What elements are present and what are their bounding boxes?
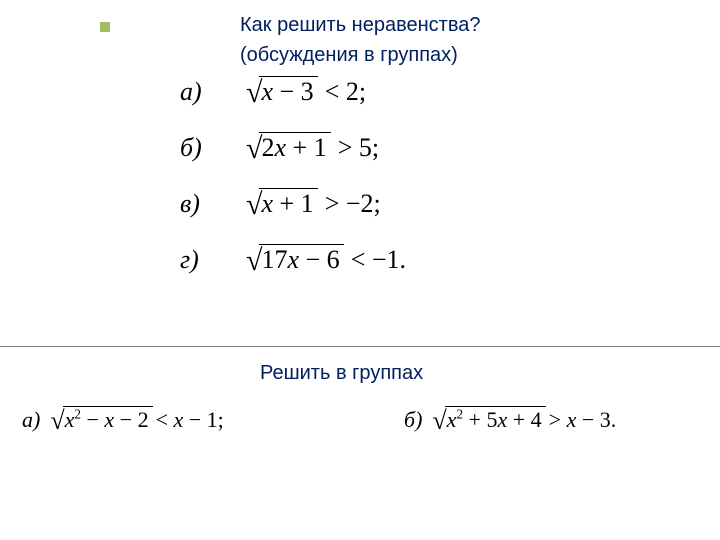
rhs-v: −2;	[346, 189, 381, 218]
la-op: <	[156, 407, 174, 432]
radical-a: √ x − 3	[246, 76, 318, 106]
rad-suffix-g: − 6	[299, 245, 340, 274]
rad-var-a: x	[261, 77, 273, 106]
eq-label-b: б)	[180, 133, 240, 163]
rad-var-b: x	[274, 133, 286, 162]
rad-suffix-v: + 1	[273, 189, 314, 218]
rhs-b: 5;	[359, 133, 379, 162]
title-line-2: (обсуждения в группах)	[240, 44, 458, 67]
lb-tail: + 4	[507, 407, 541, 432]
lower-radical-a: √ x2 − x − 2	[50, 406, 152, 432]
la-sup: 2	[74, 407, 81, 422]
lower-radical-b: √ x2 + 5x + 4	[432, 406, 545, 432]
rhs-a: 2;	[346, 77, 366, 106]
lower-equation-b: б) √ x2 + 5x + 4 > x − 3.	[404, 406, 616, 433]
bullet-square	[100, 22, 110, 32]
lb-plus: + 5	[463, 407, 497, 432]
equation-row-b: б) √ 2x + 1 > 5;	[180, 132, 560, 188]
equation-row-g: г) √ 17x − 6 < −1.	[180, 244, 560, 300]
la-tail: − 2	[114, 407, 148, 432]
op-v: >	[325, 189, 340, 218]
lb-x1: x	[447, 407, 457, 432]
eq-label-a: а)	[180, 77, 240, 107]
subtitle: Решить в группах	[260, 362, 423, 385]
lb-x2: x	[497, 407, 507, 432]
equation-row-a: а) √ x − 3 < 2;	[180, 76, 560, 132]
la-x1: x	[65, 407, 75, 432]
radical-v: √ x + 1	[246, 188, 318, 218]
eq-label-v: в)	[180, 189, 240, 219]
eq-label-g: г)	[180, 245, 240, 275]
lb-rhs-x: x	[567, 407, 577, 432]
title-line-1: Как решить неравенства?	[240, 14, 480, 37]
rad-var-v: x	[261, 189, 273, 218]
rad-prefix-b: 2	[261, 133, 274, 162]
op-g: <	[351, 245, 366, 274]
op-a: <	[325, 77, 340, 106]
rad-suffix-a: − 3	[273, 77, 314, 106]
radical-b: √ 2x + 1	[246, 132, 331, 162]
radical-g: √ 17x − 6	[246, 244, 344, 274]
rad-suffix-b: + 1	[286, 133, 327, 162]
rad-var-g: x	[287, 245, 299, 274]
lower-label-a: а)	[22, 407, 40, 433]
rhs-g: −1.	[372, 245, 406, 274]
rad-prefix-g: 17	[261, 245, 287, 274]
lower-label-b: б)	[404, 407, 422, 433]
lb-op: >	[549, 407, 567, 432]
equation-block: а) √ x − 3 < 2; б) √ 2x + 1 > 5; в)	[180, 76, 560, 300]
la-rhs-tail: − 1;	[183, 407, 224, 432]
la-x2: x	[104, 407, 114, 432]
lower-equation-a: а) √ x2 − x − 2 < x − 1;	[22, 406, 224, 433]
op-b: >	[338, 133, 353, 162]
lb-rhs-tail: − 3.	[576, 407, 616, 432]
la-rhs-x: x	[174, 407, 184, 432]
horizontal-divider	[0, 346, 720, 347]
equation-row-v: в) √ x + 1 > −2;	[180, 188, 560, 244]
la-minus: −	[81, 407, 104, 432]
